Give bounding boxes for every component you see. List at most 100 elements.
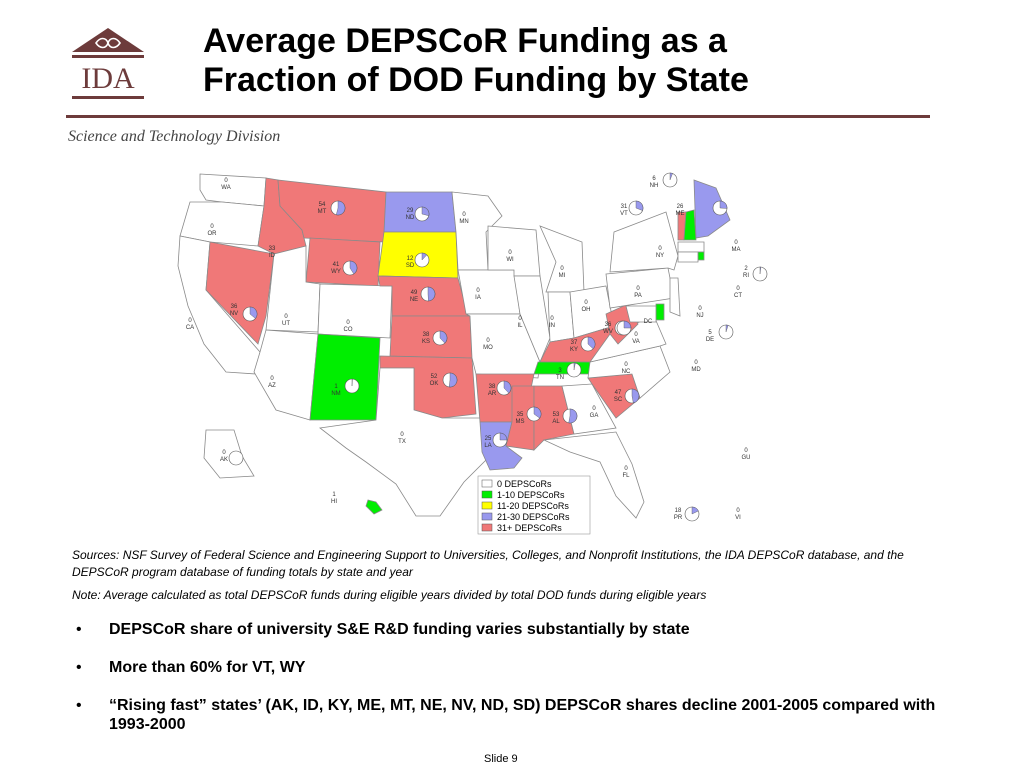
us-funding-map: 0 WA 0 OR 0 CA 33 ID 36 NV 54 MT 41 WY 0 UT 0 CO 0 AZ 1 NM 29 N…: [170, 166, 810, 541]
state-abbr-ut: UT: [282, 321, 290, 327]
state-abbr-tn: TN: [556, 375, 564, 381]
state-pie-slice: [635, 200, 644, 211]
state-abbr-ct: CT: [734, 293, 742, 299]
state-abbr-ri: RI: [743, 273, 749, 279]
slide-number: Slide 9: [484, 753, 518, 765]
state-value-vi: 0: [736, 508, 740, 514]
state-pie-slice: [533, 406, 542, 419]
state-abbr-ar: AR: [488, 391, 497, 397]
state-shape-nh: [683, 209, 697, 241]
state-abbr-fl: FL: [622, 473, 630, 479]
state-abbr-pa: PA: [634, 293, 642, 299]
state-abbr-al: AL: [552, 419, 560, 425]
state-abbr-wy: WY: [331, 269, 341, 275]
state-pie-slice: [349, 260, 358, 275]
state-value-vt: 31: [621, 204, 628, 210]
state-abbr-gu: GU: [742, 455, 751, 461]
state-value-az: 0: [270, 376, 274, 382]
legend-swatch: [481, 501, 493, 510]
state-value-la: 25: [485, 436, 492, 442]
state-abbr-me: ME: [676, 211, 685, 217]
state-shapes: [177, 173, 731, 519]
state-shape-co: [317, 283, 393, 339]
bullet-text: “Rising fast” states’ (AK, ID, KY, ME, M…: [109, 697, 936, 733]
state-shape-ms: [505, 385, 535, 451]
state-shape-ri: [697, 251, 705, 261]
state-shape-ct: [677, 251, 699, 263]
state-abbr-nh: NH: [650, 183, 659, 189]
state-abbr-mo: MO: [483, 345, 493, 351]
state-abbr-mt: MT: [318, 209, 327, 215]
state-value-ri: 2: [744, 266, 748, 272]
state-value-ky: 37: [571, 340, 578, 346]
state-value-nj: 0: [698, 306, 702, 312]
state-abbr-nj: NJ: [696, 313, 703, 319]
state-shape-wi: [487, 225, 541, 277]
state-shape-az: [253, 329, 319, 421]
state-abbr-sd: SD: [406, 263, 415, 269]
state-shape-mi: [539, 225, 585, 293]
state-abbr-az: AZ: [268, 383, 276, 389]
state-shape-ks: [389, 315, 473, 359]
state-value-tn: 3: [558, 368, 562, 374]
ida-logo-emblem: IDA: [72, 28, 144, 99]
state-value-ny: 0: [658, 246, 662, 252]
state-pie-slice: [623, 320, 632, 329]
state-abbr-wa: WA: [221, 185, 230, 191]
state-shape-nj: [669, 277, 681, 317]
state-value-md: 0: [694, 360, 698, 366]
state-value-wi: 0: [508, 250, 512, 256]
legend-swatch: [481, 490, 493, 499]
state-value-ak: 0: [222, 450, 226, 456]
legend-swatch: [481, 512, 493, 521]
bullet-marker: •: [76, 697, 82, 714]
state-abbr-nv: NV: [230, 311, 238, 317]
state-value-wy: 41: [333, 262, 340, 268]
state-abbr-tx: TX: [398, 439, 406, 445]
state-shape-me: [693, 179, 731, 239]
state-shape-ak: [203, 429, 255, 479]
note-text: Note: Average calculated as total DEPSCo…: [72, 588, 707, 602]
state-shape-md: [625, 305, 657, 323]
state-abbr-sc: SC: [614, 397, 623, 403]
state-pie-slice: [336, 200, 346, 216]
state-value-nh: 6: [652, 176, 656, 182]
state-value-co: 0: [346, 320, 350, 326]
state-shape-wy: [305, 237, 381, 287]
state-abbr-ak: AK: [220, 457, 228, 463]
legend-label: 21-30 DEPSCoRs: [497, 512, 570, 522]
state-abbr-pr: PR: [674, 515, 683, 521]
sources-text: Sources: NSF Survey of Federal Science a…: [72, 548, 904, 579]
state-value-pa: 0: [636, 286, 640, 292]
state-shape-fl: [542, 431, 645, 519]
state-value-fl: 0: [624, 466, 628, 472]
state-abbr-nc: NC: [622, 369, 631, 375]
state-shape-nv: [205, 241, 275, 345]
state-shape-de: [655, 303, 665, 321]
state-pie-slice: [759, 266, 762, 275]
division-name: Science and Technology Division: [68, 128, 281, 145]
state-value-al: 53: [553, 412, 560, 418]
state-shape-ia: [457, 269, 521, 315]
bullet-marker: •: [76, 659, 82, 676]
state-pie-base: [228, 450, 244, 466]
state-pie-slice: [439, 330, 448, 344]
state-value-sd: 12: [407, 256, 414, 262]
bullet-item: • “Rising fast” states’ (AK, ID, KY, ME, …: [76, 696, 956, 734]
state-shape-tx: [319, 367, 491, 517]
state-value-ct: 0: [736, 286, 740, 292]
state-abbr-hi: HI: [331, 499, 337, 505]
state-value-de: 5: [708, 330, 712, 336]
state-abbr-ia: IA: [475, 295, 481, 301]
state-abbr-wi: WI: [506, 257, 514, 263]
state-value-va: 0: [634, 332, 638, 338]
state-abbr-mi: MI: [559, 273, 566, 279]
state-shape-al: [533, 385, 575, 451]
state-value-me: 26: [677, 204, 684, 210]
state-abbr-in: IN: [549, 323, 555, 329]
bullet-item: • More than 60% for VT, WY: [76, 658, 956, 677]
sources-block: Sources: NSF Survey of Federal Science a…: [72, 547, 952, 610]
state-value-ok: 52: [431, 374, 438, 380]
state-value-ma: 0: [734, 240, 738, 246]
legend-label: 1-10 DEPSCoRs: [497, 490, 565, 500]
